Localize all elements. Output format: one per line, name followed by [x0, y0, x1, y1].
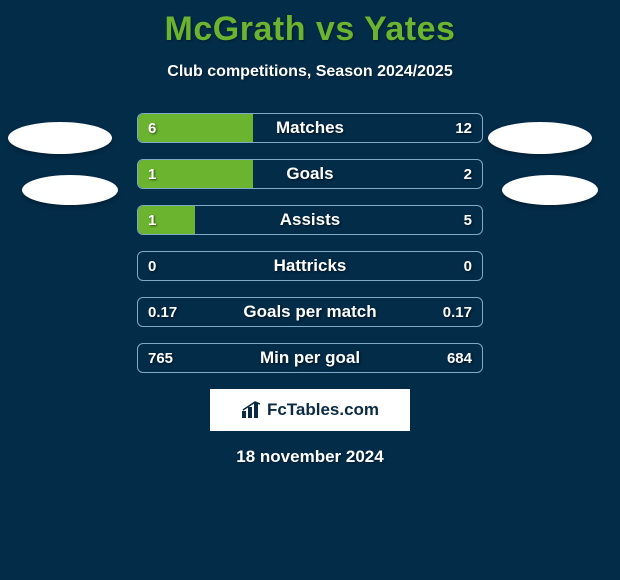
stats-bars: 612Matches 12Goals 15Assists 00Hattricks 0.1…: [137, 113, 483, 373]
stat-row: 12Goals: [137, 159, 483, 189]
stat-label: Matches: [138, 114, 482, 142]
date-text: 18 november 2024: [0, 447, 620, 467]
stat-label: Goals per match: [138, 298, 482, 326]
team-logo-right-2: [502, 175, 598, 205]
player1-name: McGrath: [165, 10, 306, 48]
team-logo-left-2: [22, 175, 118, 205]
page-title: McGrath vs Yates: [0, 10, 620, 49]
stat-label: Goals: [138, 160, 482, 188]
stat-label: Min per goal: [138, 344, 482, 372]
stat-row: 765684Min per goal: [137, 343, 483, 373]
subtitle: Club competitions, Season 2024/2025: [0, 63, 620, 81]
branding-badge: FcTables.com: [210, 389, 410, 431]
chart-icon: [241, 401, 263, 419]
comparison-card: McGrath vs Yates Club competitions, Seas…: [0, 0, 620, 580]
team-logo-right-1: [488, 122, 592, 154]
player2-name: Yates: [364, 10, 455, 48]
stat-label: Hattricks: [138, 252, 482, 280]
stat-row: 00Hattricks: [137, 251, 483, 281]
stat-row: 0.170.17Goals per match: [137, 297, 483, 327]
stat-row: 15Assists: [137, 205, 483, 235]
stat-label: Assists: [138, 206, 482, 234]
team-logo-left-1: [8, 122, 112, 154]
branding-text: FcTables.com: [267, 400, 379, 420]
vs-text: vs: [316, 10, 355, 48]
stat-row: 612Matches: [137, 113, 483, 143]
